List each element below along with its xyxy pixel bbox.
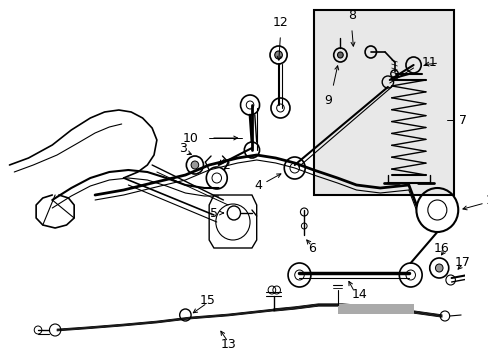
Circle shape bbox=[191, 161, 198, 169]
Text: 6: 6 bbox=[307, 242, 315, 255]
Circle shape bbox=[434, 264, 442, 272]
Text: 16: 16 bbox=[432, 242, 448, 255]
Text: 4: 4 bbox=[254, 179, 262, 192]
Text: 7: 7 bbox=[458, 113, 466, 126]
Bar bbox=[313, 10, 453, 195]
Polygon shape bbox=[209, 195, 256, 248]
Circle shape bbox=[337, 52, 343, 58]
Text: 15: 15 bbox=[199, 293, 215, 306]
Text: 1: 1 bbox=[485, 194, 488, 207]
Bar bbox=[337, 304, 413, 314]
Text: 8: 8 bbox=[347, 9, 355, 22]
Text: 14: 14 bbox=[351, 288, 366, 302]
Text: 12: 12 bbox=[272, 15, 288, 28]
Text: 11: 11 bbox=[421, 55, 437, 68]
Text: 5: 5 bbox=[209, 207, 218, 220]
Text: 3: 3 bbox=[179, 141, 187, 154]
Text: 2: 2 bbox=[222, 158, 230, 171]
Text: 13: 13 bbox=[220, 338, 236, 351]
Circle shape bbox=[274, 51, 282, 59]
Text: 17: 17 bbox=[454, 256, 470, 269]
Text: 9: 9 bbox=[324, 94, 331, 107]
Text: 10: 10 bbox=[182, 131, 198, 144]
